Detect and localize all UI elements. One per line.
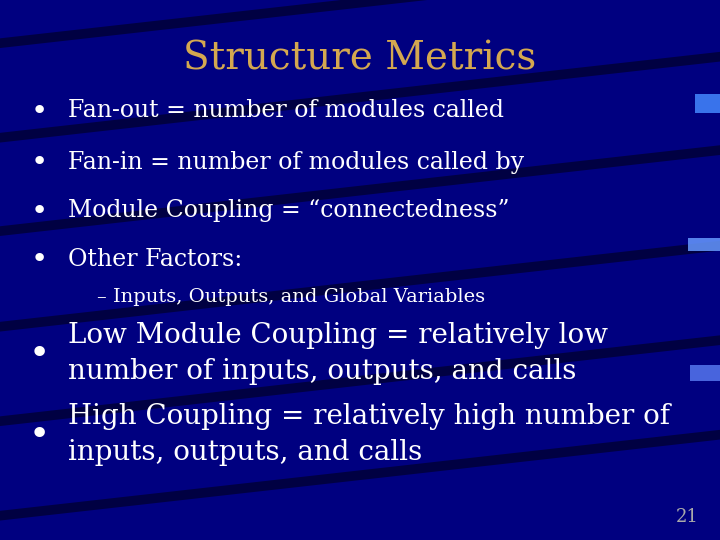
FancyBboxPatch shape <box>695 94 720 113</box>
Polygon shape <box>0 335 720 426</box>
Text: •: • <box>31 245 48 273</box>
Text: •: • <box>31 148 48 176</box>
Text: •: • <box>31 97 48 125</box>
Text: High Coupling = relatively high number of
inputs, outputs, and calls: High Coupling = relatively high number o… <box>68 403 670 467</box>
Polygon shape <box>0 241 720 332</box>
Text: Fan-out = number of modules called: Fan-out = number of modules called <box>68 99 505 122</box>
Text: – Inputs, Outputs, and Global Variables: – Inputs, Outputs, and Global Variables <box>97 288 485 306</box>
Polygon shape <box>0 430 720 521</box>
Polygon shape <box>0 52 720 143</box>
Text: Structure Metrics: Structure Metrics <box>184 40 536 78</box>
Text: Low Module Coupling = relatively low
number of inputs, outputs, and calls: Low Module Coupling = relatively low num… <box>68 322 608 386</box>
Text: •: • <box>29 337 50 370</box>
FancyBboxPatch shape <box>690 364 720 381</box>
Text: 21: 21 <box>675 509 698 526</box>
Polygon shape <box>0 145 720 236</box>
Text: •: • <box>29 418 50 451</box>
Polygon shape <box>0 0 720 48</box>
Text: •: • <box>31 197 48 225</box>
Text: Module Coupling = “connectedness”: Module Coupling = “connectedness” <box>68 199 510 222</box>
Text: Other Factors:: Other Factors: <box>68 248 243 271</box>
Text: Fan-in = number of modules called by: Fan-in = number of modules called by <box>68 151 525 173</box>
FancyBboxPatch shape <box>688 238 720 251</box>
